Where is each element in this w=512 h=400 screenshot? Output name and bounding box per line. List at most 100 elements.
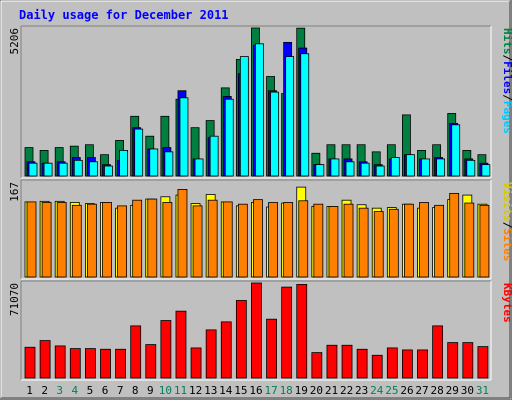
bar-kbytes-day-22: [341, 344, 353, 379]
legend-pages: Pages: [501, 101, 512, 134]
bar-kbytes-day-7: [115, 348, 126, 379]
bar-pages-day-29: [451, 124, 461, 177]
legend-kbytes: KBytes: [501, 283, 512, 323]
day-label-18: 18: [280, 384, 293, 397]
bar-sites-day-30: [464, 202, 475, 278]
bar-kbytes-day-24: [371, 354, 383, 379]
day-label-17: 17: [264, 384, 277, 397]
day-label-15: 15: [234, 384, 247, 397]
bar-pages-day-16: [255, 43, 264, 177]
bar-kbytes-day-29: [447, 342, 459, 379]
top-legend: Hits/Files/Pages: [501, 28, 512, 134]
bar-kbytes-day-3: [54, 345, 66, 379]
bar-kbytes-day-4: [69, 348, 81, 379]
bar-pages-day-2: [43, 162, 53, 177]
bar-pages-day-7: [119, 150, 128, 177]
legend-sep-1: /: [501, 55, 512, 62]
day-label-31: 31: [476, 384, 489, 397]
day-label-12: 12: [189, 384, 202, 397]
day-label-22: 22: [340, 384, 353, 397]
day-label-10: 10: [159, 384, 172, 397]
bar-kbytes-day-9: [145, 344, 157, 379]
bar-pages-day-15: [239, 56, 249, 177]
bar-sites-day-21: [328, 206, 339, 278]
bar-kbytes-day-20: [311, 352, 323, 379]
bar-sites-day-16: [253, 199, 263, 278]
bar-kbytes-day-27: [417, 349, 428, 379]
bar-pages-day-21: [330, 158, 340, 177]
day-label-28: 28: [431, 384, 444, 397]
day-label-16: 16: [249, 384, 262, 397]
bar-kbytes-day-13: [205, 329, 217, 379]
day-label-20: 20: [310, 384, 323, 397]
bar-sites-day-10: [162, 202, 173, 278]
daily-hits-files-pages-panel: [20, 25, 492, 179]
bar-sites-day-1: [26, 201, 37, 278]
bar-kbytes-day-30: [462, 342, 474, 379]
bar-sites-day-2: [41, 202, 52, 278]
bar-kbytes-day-12: [190, 347, 202, 379]
bar-pages-day-4: [73, 159, 83, 177]
bar-kbytes-day-8: [130, 325, 142, 379]
bar-kbytes-day-5: [84, 348, 96, 379]
bar-kbytes-day-25: [386, 347, 398, 379]
day-label-8: 8: [132, 384, 139, 397]
bar-sites-day-25: [388, 208, 399, 278]
day-labels: 1 2 3 4 5 6 7 8 9 10 11 12 13 14 15 16 17 18 19 20 21 22 23 24 2…: [26, 384, 489, 397]
bar-pages-day-22: [345, 161, 355, 177]
bar-sites-day-26: [404, 203, 414, 278]
bar-pages-day-12: [194, 158, 204, 177]
day-label-13: 13: [204, 384, 217, 397]
bar-kbytes-day-26: [402, 349, 413, 379]
day-label-5: 5: [87, 384, 94, 397]
mid-ymax-label: 167: [8, 182, 21, 202]
bar-pages-day-31: [481, 164, 491, 177]
bar-sites-day-14: [222, 201, 233, 278]
day-label-21: 21: [325, 384, 338, 397]
day-label-26: 26: [400, 384, 413, 397]
bar-pages-day-9: [149, 148, 159, 177]
top-ymax-label: 5206: [8, 28, 21, 55]
day-label-30: 30: [461, 384, 474, 397]
bar-kbytes-day-31: [477, 346, 489, 379]
bar-pages-day-10: [164, 151, 174, 177]
day-label-3: 3: [56, 384, 63, 397]
bot-legend: KBytes: [501, 283, 512, 323]
bar-pages-day-20: [315, 164, 325, 177]
bar-sites-day-22: [343, 203, 354, 278]
bar-sites-day-7: [117, 205, 127, 278]
bar-pages-day-24: [375, 165, 385, 177]
bar-sites-day-27: [419, 202, 429, 278]
day-label-24: 24: [370, 384, 384, 397]
bar-kbytes-day-23: [356, 348, 368, 379]
bar-kbytes-day-17: [266, 318, 277, 379]
bar-sites-day-15: [237, 203, 248, 278]
bar-pages-day-8: [134, 128, 144, 177]
bar-pages-day-25: [390, 157, 400, 177]
bar-pages-day-19: [300, 53, 310, 177]
bar-kbytes-day-11: [175, 310, 187, 379]
day-label-1: 1: [26, 384, 33, 397]
bar-pages-day-26: [406, 154, 415, 177]
bar-sites-day-20: [313, 203, 324, 278]
legend-hits: Hits: [501, 28, 512, 55]
daily-visits-sites-panel: [20, 179, 492, 280]
bar-pages-day-11: [179, 97, 189, 177]
bar-pages-day-30: [466, 159, 476, 177]
bar-sites-day-28: [434, 204, 445, 278]
bar-sites-day-18: [283, 202, 294, 278]
bar-pages-day-23: [360, 162, 370, 177]
chart-title: Daily usage for December 2011: [19, 8, 229, 22]
bar-pages-day-17: [270, 91, 279, 177]
bar-sites-day-24: [373, 211, 384, 278]
bar-sites-day-31: [479, 204, 490, 278]
day-label-11: 11: [174, 384, 187, 397]
legend-sep-3: /: [501, 222, 512, 229]
bar-sites-day-11: [177, 188, 188, 278]
bar-kbytes-day-6: [100, 348, 111, 379]
bar-sites-day-5: [86, 203, 97, 278]
bar-pages-day-28: [436, 158, 446, 177]
bar-sites-day-3: [56, 202, 67, 278]
day-label-7: 7: [117, 384, 124, 397]
bar-kbytes-day-15: [235, 300, 247, 379]
